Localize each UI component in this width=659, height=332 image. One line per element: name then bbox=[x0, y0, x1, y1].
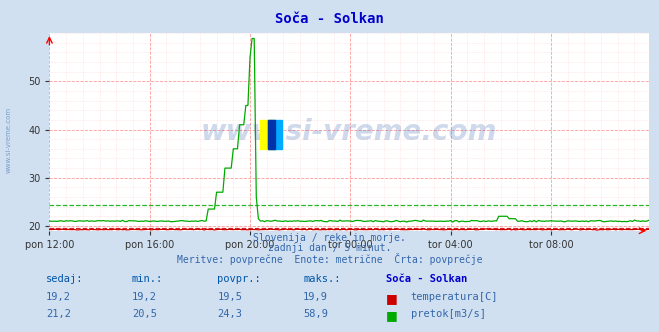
Text: 24,3: 24,3 bbox=[217, 309, 243, 319]
Text: Meritve: povprečne  Enote: metrične  Črta: povprečje: Meritve: povprečne Enote: metrične Črta:… bbox=[177, 253, 482, 265]
Bar bbox=[260, 120, 275, 149]
Text: ■: ■ bbox=[386, 292, 397, 305]
Text: 21,2: 21,2 bbox=[46, 309, 71, 319]
Text: 58,9: 58,9 bbox=[303, 309, 328, 319]
Text: pretok[m3/s]: pretok[m3/s] bbox=[411, 309, 486, 319]
Text: Soča - Solkan: Soča - Solkan bbox=[386, 274, 467, 284]
Text: Soča - Solkan: Soča - Solkan bbox=[275, 12, 384, 26]
Text: www.si-vreme.com: www.si-vreme.com bbox=[5, 106, 11, 173]
Text: 19,2: 19,2 bbox=[132, 292, 157, 302]
Text: www.si-vreme.com: www.si-vreme.com bbox=[201, 118, 498, 146]
Text: povpr.:: povpr.: bbox=[217, 274, 261, 284]
Bar bbox=[268, 120, 275, 149]
Text: Slovenija / reke in morje.: Slovenija / reke in morje. bbox=[253, 233, 406, 243]
Text: 20,5: 20,5 bbox=[132, 309, 157, 319]
Text: zadnji dan / 5 minut.: zadnji dan / 5 minut. bbox=[268, 243, 391, 253]
Text: 19,5: 19,5 bbox=[217, 292, 243, 302]
Text: ■: ■ bbox=[386, 309, 397, 322]
Bar bbox=[268, 120, 283, 149]
Text: sedaj:: sedaj: bbox=[46, 274, 84, 284]
Text: min.:: min.: bbox=[132, 274, 163, 284]
Text: 19,9: 19,9 bbox=[303, 292, 328, 302]
Text: maks.:: maks.: bbox=[303, 274, 341, 284]
Text: temperatura[C]: temperatura[C] bbox=[411, 292, 498, 302]
Text: 19,2: 19,2 bbox=[46, 292, 71, 302]
